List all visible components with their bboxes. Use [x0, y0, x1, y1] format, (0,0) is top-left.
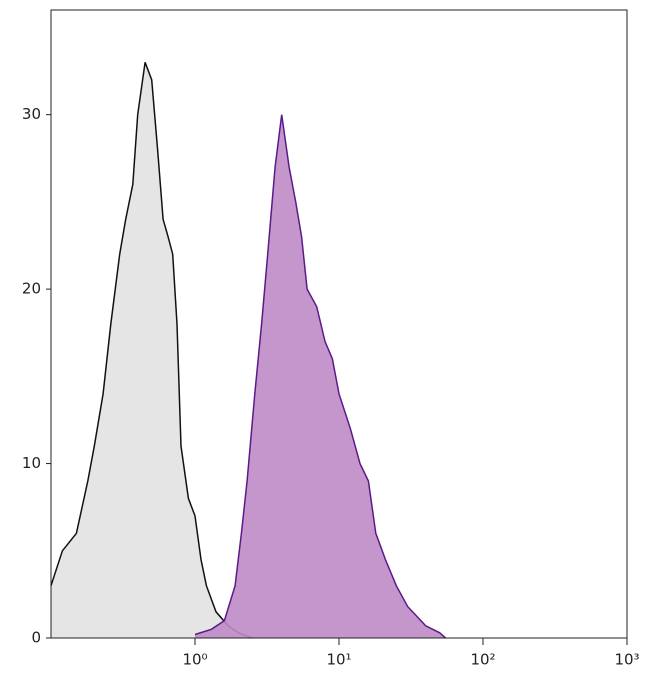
histogram-line — [50, 62, 253, 639]
x-tick-label: 10¹ — [326, 651, 351, 669]
y-tick-label: 30 — [22, 105, 41, 123]
area-fill — [51, 62, 253, 639]
y-tick-label: 10 — [22, 454, 41, 472]
y-tick-label: 20 — [22, 280, 41, 298]
x-tick-label: 10³ — [614, 651, 639, 669]
x-tick-label: 10² — [470, 651, 495, 669]
area-fill — [195, 114, 446, 638]
histogram-line — [194, 114, 447, 639]
y-tick-label: 0 — [31, 629, 41, 647]
x-tick-label: 10⁰ — [182, 651, 207, 669]
